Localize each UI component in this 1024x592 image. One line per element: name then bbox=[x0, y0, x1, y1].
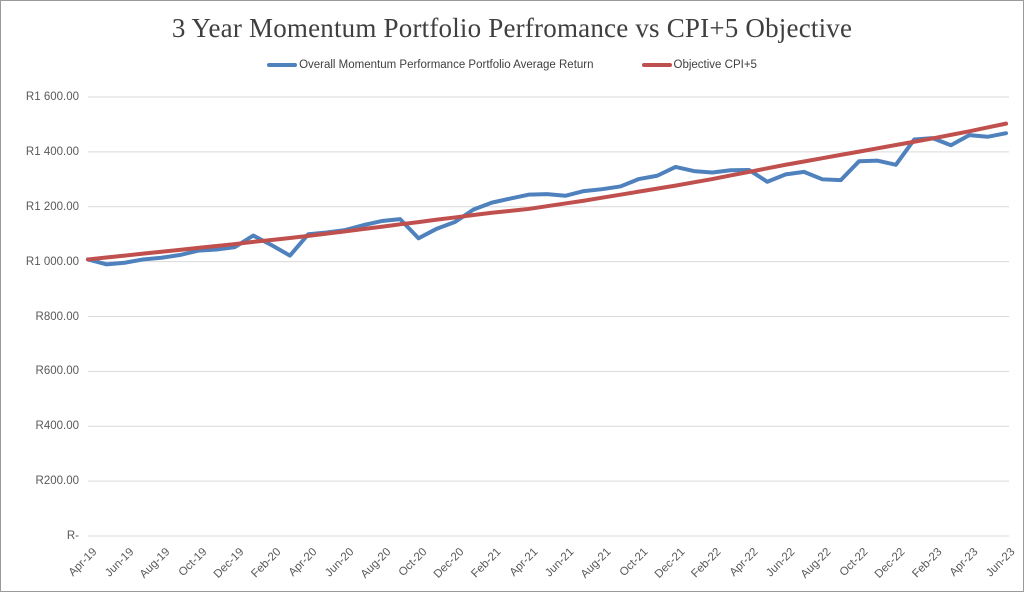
y-axis-label: R800.00 bbox=[35, 310, 79, 323]
legend-label-objective: Objective CPI+5 bbox=[673, 59, 757, 71]
y-axis-label: R1 000.00 bbox=[25, 255, 79, 268]
y-axis-label: R200.00 bbox=[35, 475, 79, 488]
y-axis-label: R1 200.00 bbox=[25, 200, 79, 213]
legend-item-portfolio: Overall Momentum Performance Portfolio A… bbox=[267, 59, 594, 71]
y-axis-label: R- bbox=[66, 530, 79, 542]
legend-label-portfolio: Overall Momentum Performance Portfolio A… bbox=[299, 59, 594, 71]
y-axis-label: R1 400.00 bbox=[25, 145, 79, 158]
legend: Overall Momentum Performance Portfolio A… bbox=[1, 59, 1023, 71]
series-objective-line bbox=[86, 121, 1008, 262]
chart-title: 3 Year Momentum Portfolio Perfromance vs… bbox=[171, 13, 853, 43]
y-axis-label: R1 600.00 bbox=[25, 91, 79, 103]
objective-line-swatch-icon bbox=[641, 62, 672, 68]
y-axis-label: R600.00 bbox=[35, 365, 79, 378]
portfolio-line-swatch-icon bbox=[267, 62, 298, 68]
legend-item-objective: Objective CPI+5 bbox=[641, 59, 757, 71]
y-axis-label: R400.00 bbox=[35, 420, 79, 433]
